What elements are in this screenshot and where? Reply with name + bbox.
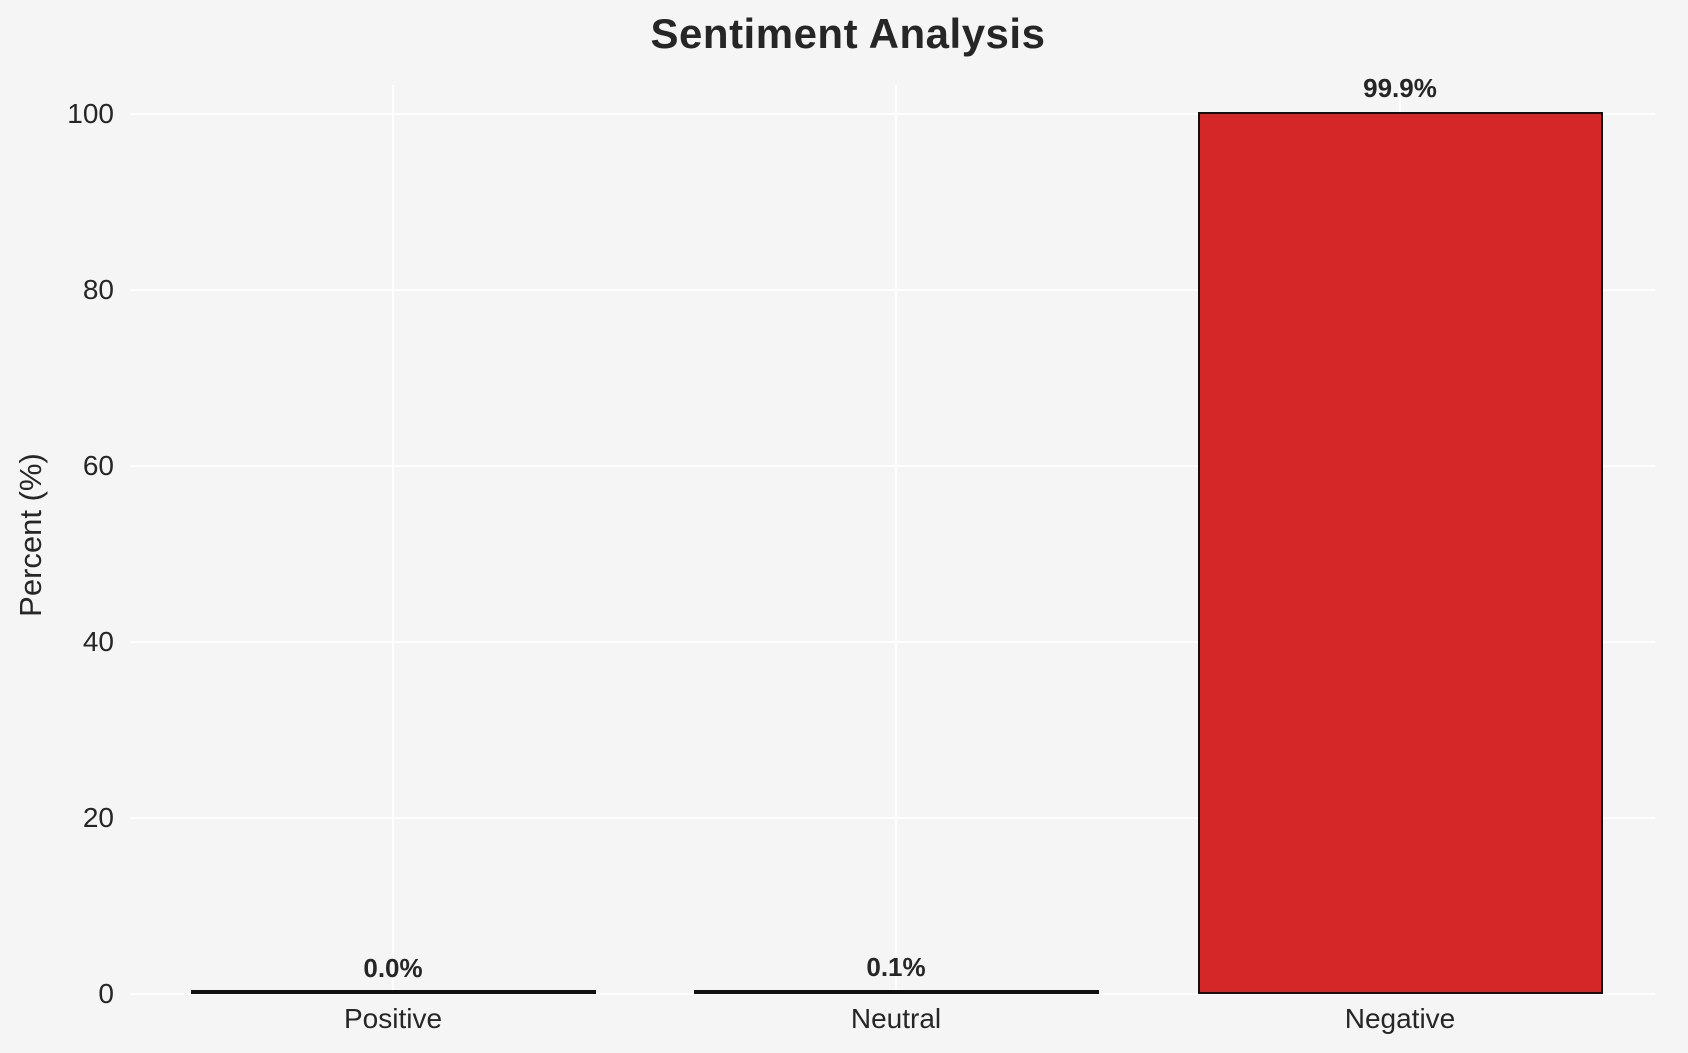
bar-neutral [693,990,1099,994]
y-axis-tick-label: 0 [98,978,114,1009]
bar-value-label: 0.0% [363,952,423,983]
bar-value-label: 99.9% [1363,73,1437,104]
x-axis-tick-label: Positive [343,1003,443,1034]
y-axis-tick-label: 60 [82,450,114,481]
x-axis-tick-label: Neutral [850,1003,942,1034]
x-axis-tick-label: Negative [1344,1003,1456,1034]
x-gridline [895,85,897,994]
y-axis-tick-label: 40 [82,626,114,657]
x-gridline [392,85,394,994]
y-gridline [130,641,1655,643]
plot-area: 0.0% Positive 0.1% Neutral 99.9% Negative [130,73,1655,1034]
y-gridline [130,113,1655,115]
y-gridline [130,817,1655,819]
bar-value-label: 0.1% [866,951,926,982]
bar-negative [1197,112,1603,994]
chart-title: Sentiment Analysis [650,10,1046,57]
y-gridline [130,993,1655,995]
y-gridline [130,289,1655,291]
y-axis-tick-label: 80 [82,274,114,305]
bar-positive [190,990,596,994]
y-gridline [130,465,1655,467]
y-axis-tick-label: 20 [82,802,114,833]
y-axis-tick-label: 100 [67,98,114,129]
